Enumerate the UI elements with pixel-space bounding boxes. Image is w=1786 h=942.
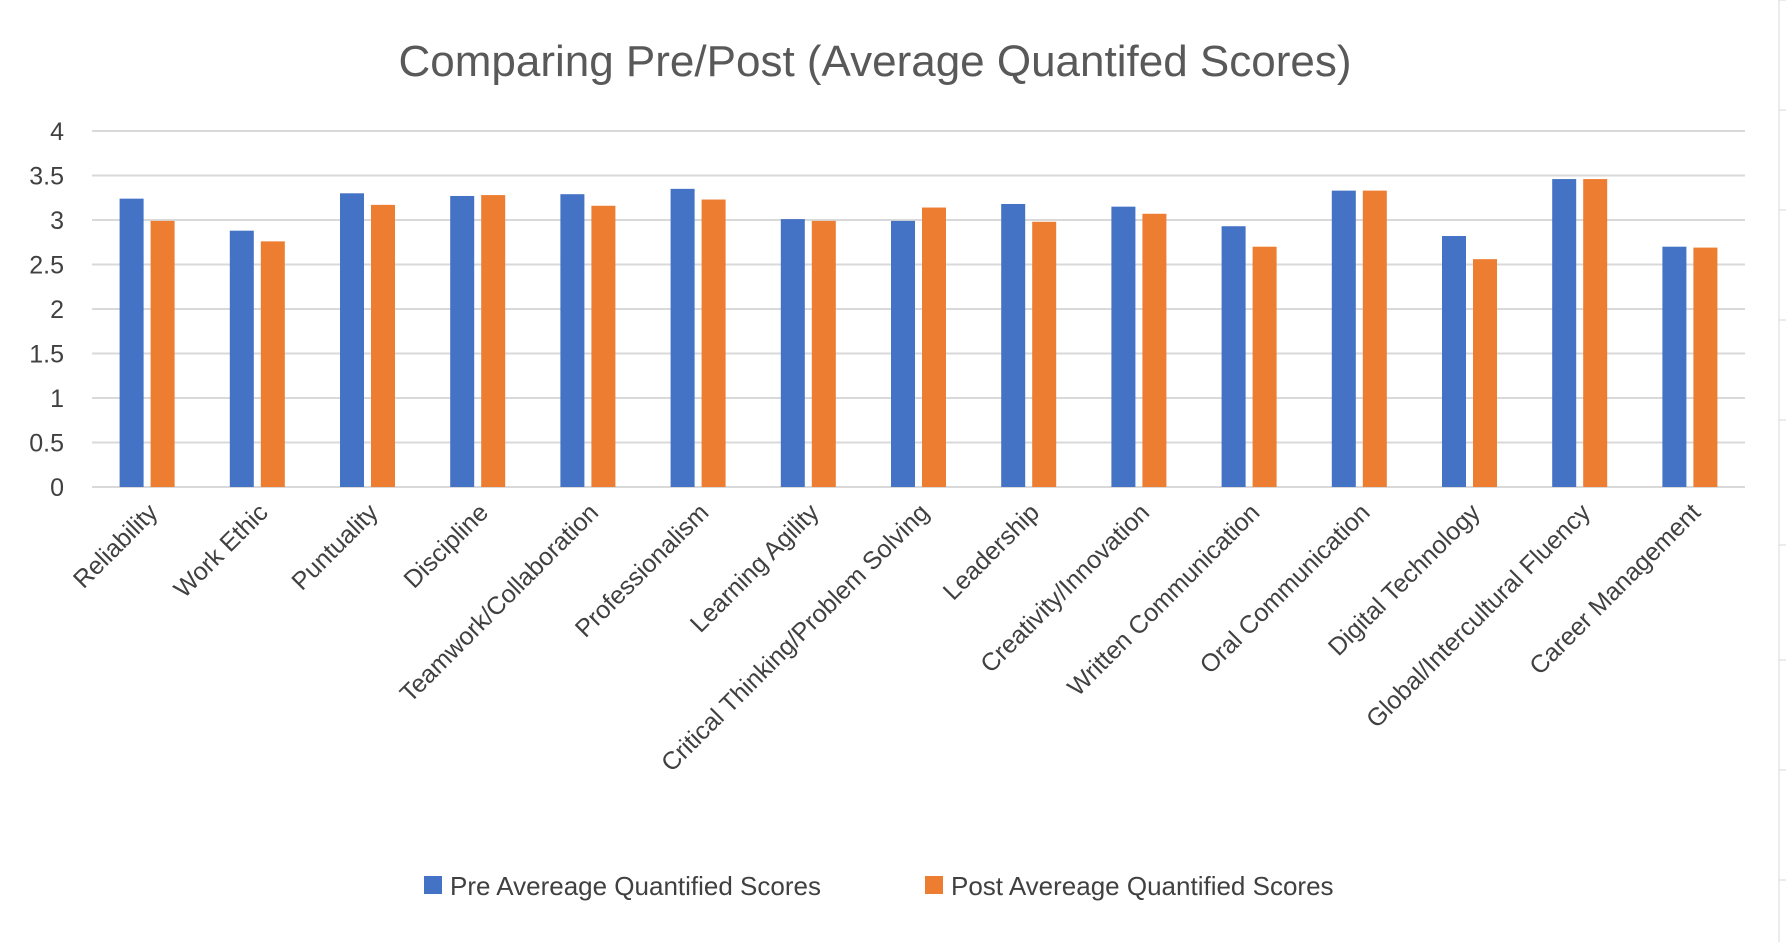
bars (119, 179, 1718, 488)
legend-label-pre: Pre Avereage Quantified Scores (450, 871, 821, 901)
legend-swatch-post (925, 876, 943, 894)
y-tick-label: 0.5 (29, 430, 64, 458)
bar-pre (560, 194, 585, 487)
bar-pre (670, 188, 695, 487)
y-tick-label: 3.5 (29, 163, 64, 191)
bar-pre (1442, 236, 1466, 487)
bar-post (1142, 213, 1167, 487)
legend-label-post: Post Avereage Quantified Scores (951, 871, 1334, 901)
bar-post (701, 199, 726, 487)
x-axis-categories: Reliability Work Ethic Puntuality Disciplin… (68, 498, 1706, 777)
y-tick-label: 1.5 (29, 341, 64, 369)
bar-pre (1001, 203, 1026, 488)
bar-pre (891, 220, 915, 487)
x-category-label: Reliability (68, 498, 164, 594)
bar-pre (1111, 206, 1136, 487)
x-category-label: Puntuality (286, 498, 384, 596)
bar-post (260, 241, 285, 487)
bar-post (1032, 221, 1057, 487)
bar-pre (340, 193, 364, 488)
y-tick-label: 0 (50, 474, 64, 502)
bar-pre (780, 219, 805, 488)
x-category-label: Leadership (938, 498, 1045, 605)
bar-post (591, 205, 616, 487)
x-category-label: Written Communication (1062, 498, 1265, 701)
legend-swatch-pre (424, 876, 442, 894)
bar-post (1362, 190, 1387, 487)
bar-pre (1552, 179, 1577, 487)
spreadsheet-background (1778, 0, 1786, 942)
x-category-label: Work Ethic (169, 498, 274, 603)
y-tick-label: 2.5 (29, 252, 64, 280)
x-category-label: Discipline (398, 498, 493, 593)
bar-post (1252, 246, 1277, 487)
bar-post (1583, 179, 1608, 487)
bar-post (1473, 259, 1497, 487)
bar-post (1693, 247, 1718, 487)
gridlines (92, 130, 1745, 488)
bar-post (811, 220, 836, 487)
y-axis-ticks: 0 0.5 1 1.5 2 2.5 3 3.5 4 (29, 118, 64, 502)
chart-title: Comparing Pre/Post (Average Quantifed Sc… (399, 37, 1352, 86)
legend: Pre Avereage Quantified Scores Post Aver… (424, 871, 1334, 901)
y-tick-label: 3 (50, 207, 64, 235)
bar-pre (1662, 246, 1687, 487)
bar-pre (1331, 190, 1356, 487)
bar-post (481, 195, 506, 487)
bar-post (150, 220, 175, 487)
bar-pre (119, 198, 144, 487)
bar-pre (450, 195, 475, 487)
bar-post (371, 204, 395, 487)
x-category-label: Global/Intercultural Fluency (1361, 498, 1596, 733)
bar-post (922, 207, 946, 488)
y-tick-label: 2 (50, 296, 64, 324)
y-tick-label: 4 (50, 118, 64, 146)
x-category-label: Teamwork/Collaboration (395, 498, 604, 707)
bar-pre (229, 230, 254, 487)
y-tick-label: 1 (50, 385, 64, 413)
bar-pre (1221, 226, 1246, 488)
